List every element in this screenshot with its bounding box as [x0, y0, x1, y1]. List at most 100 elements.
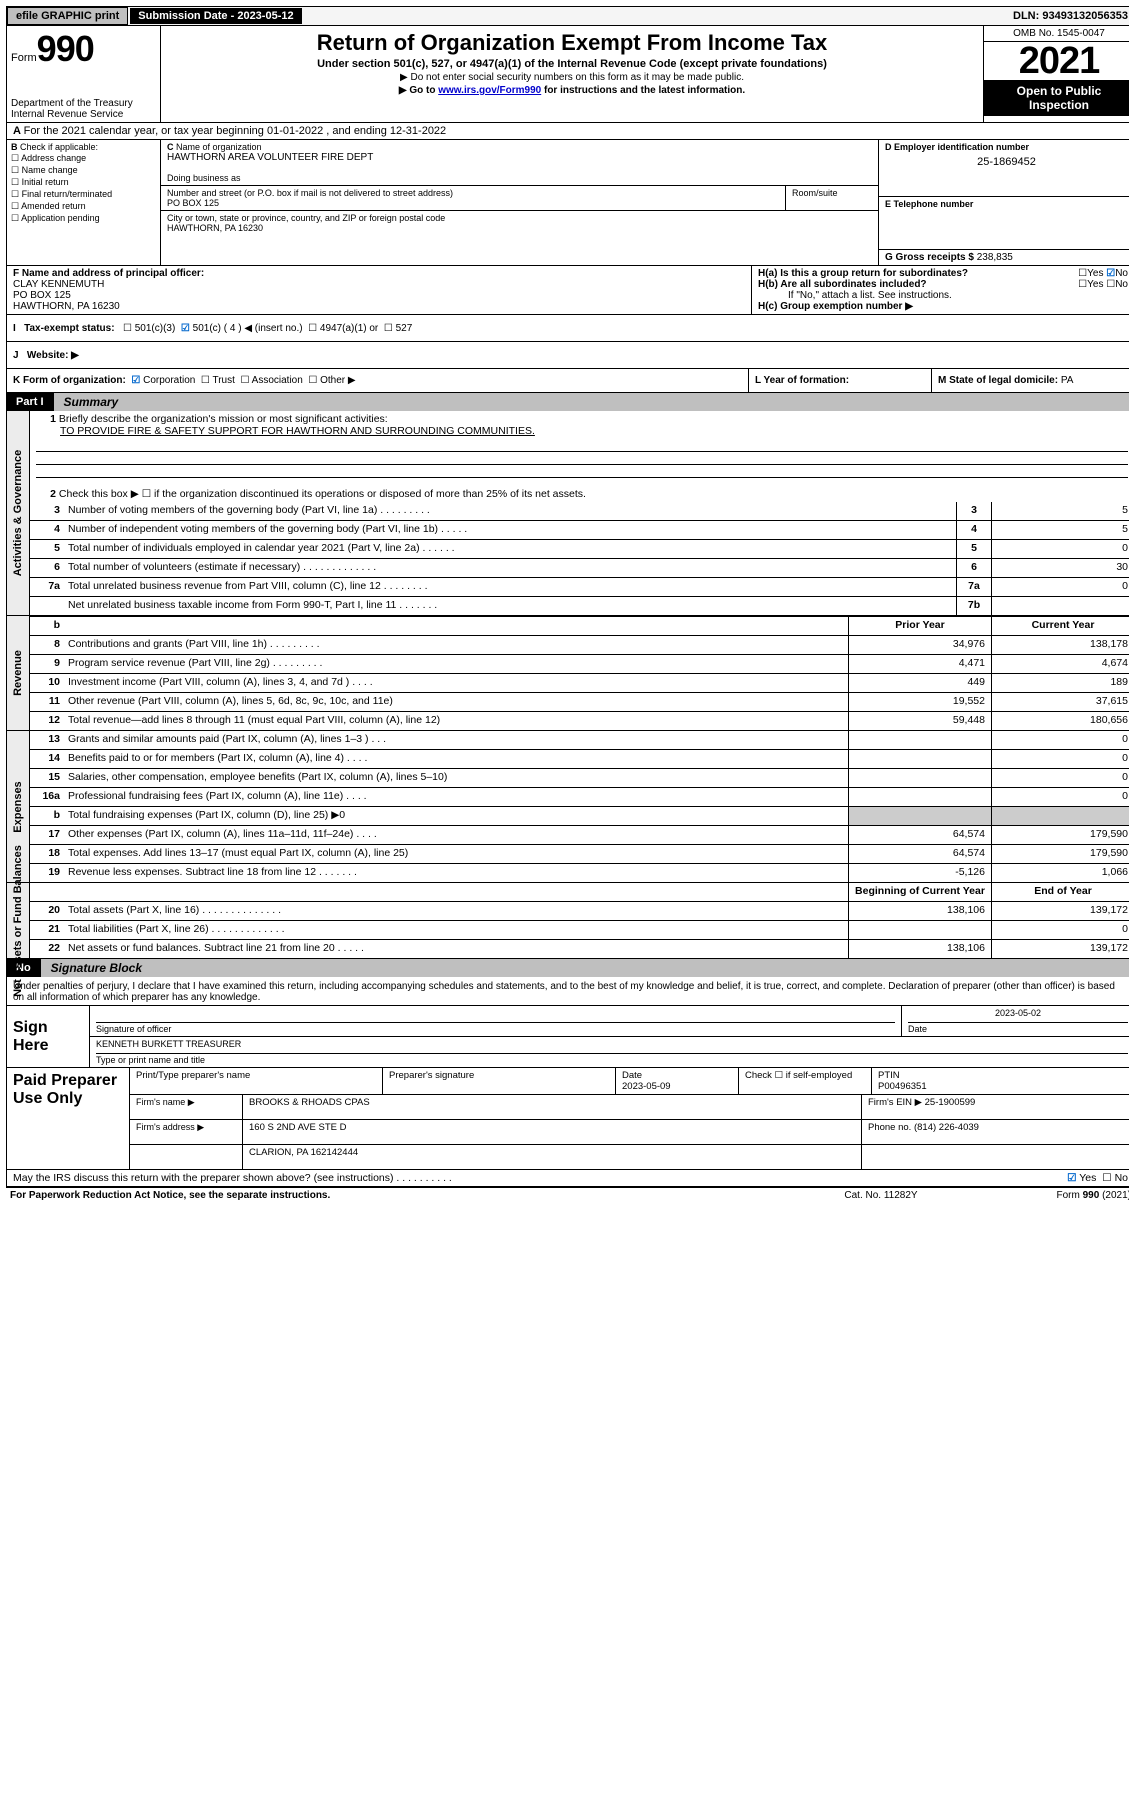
irs-link[interactable]: www.irs.gov/Form990	[438, 85, 541, 96]
header-left: Form990 Department of the Treasury Inter…	[7, 26, 161, 122]
form-title: Return of Organization Exempt From Incom…	[167, 30, 977, 56]
summary-line: bTotal fundraising expenses (Part IX, co…	[30, 807, 1129, 826]
footer-mid: Cat. No. 11282Y	[791, 1190, 971, 1201]
form-header: Form990 Department of the Treasury Inter…	[6, 26, 1129, 123]
ha-label: H(a) Is this a group return for subordin…	[758, 268, 968, 279]
chk-app[interactable]: ☐ Application pending	[11, 213, 156, 224]
summary-line: 4Number of independent voting members of…	[30, 521, 1129, 540]
box-f: F Name and address of principal officer:…	[7, 266, 752, 314]
chk-527[interactable]: ☐ 527	[384, 323, 412, 334]
chk-final[interactable]: ☐ Final return/terminated	[11, 189, 156, 200]
sign-here-label: Sign Here	[7, 1006, 90, 1067]
chk-initial[interactable]: ☐ Initial return	[11, 177, 156, 188]
state-domicile: PA	[1061, 375, 1074, 386]
chk-501c3[interactable]: ☐ 501(c)(3)	[123, 323, 175, 334]
summary-line: 19Revenue less expenses. Subtract line 1…	[30, 864, 1129, 882]
chk-other[interactable]: Other ▶	[320, 375, 355, 386]
summary-line: 8Contributions and grants (Part VIII, li…	[30, 636, 1129, 655]
hb-yes[interactable]: Yes	[1087, 279, 1103, 290]
hdr-prior: Prior Year	[848, 617, 991, 635]
ptin-label: PTIN	[878, 1070, 900, 1081]
rule	[36, 439, 1128, 452]
prep-date-label: Date	[622, 1070, 642, 1081]
top-bar: efile GRAPHIC print Submission Date - 20…	[6, 6, 1129, 26]
box-b-label: Check if applicable:	[20, 142, 98, 152]
vtab-revenue: Revenue	[7, 616, 30, 730]
mayirs-text: May the IRS discuss this return with the…	[13, 1172, 1067, 1184]
dln: DLN: 93493132056353	[1007, 8, 1129, 24]
hdr-curr: Current Year	[991, 617, 1129, 635]
ptin-value: P00496351	[878, 1081, 927, 1092]
ha-no[interactable]: No	[1115, 268, 1128, 279]
dba-label: Doing business as	[167, 173, 241, 183]
box-b: B Check if applicable: ☐ Address change …	[7, 140, 161, 265]
type-name-label: Type or print name and title	[96, 1055, 205, 1065]
summary-line: 3Number of voting members of the governi…	[30, 502, 1129, 521]
header-mid: Return of Organization Exempt From Incom…	[161, 26, 983, 122]
vtab-governance: Activities & Governance	[7, 411, 30, 615]
part2-header: No Signature Block	[6, 959, 1129, 977]
hdr-end: End of Year	[991, 883, 1129, 901]
firm-name-label: Firm's name ▶	[130, 1095, 243, 1119]
hdr-beg: Beginning of Current Year	[848, 883, 991, 901]
chk-assoc[interactable]: Association	[252, 375, 303, 386]
form-no: 990	[37, 28, 94, 69]
vtab-netassets: Net Assets or Fund Balances	[7, 883, 30, 958]
summary-line: 11Other revenue (Part VIII, column (A), …	[30, 693, 1129, 712]
firm-addr: 160 S 2ND AVE STE D	[249, 1122, 347, 1133]
summary-line: 21Total liabilities (Part X, line 26) . …	[30, 921, 1129, 940]
footer-right: Form 990 (2021)	[971, 1190, 1129, 1201]
summary-line: 5Total number of individuals employed in…	[30, 540, 1129, 559]
phone-label: Phone no.	[868, 1122, 914, 1133]
row-a-text: For the 2021 calendar year, or tax year …	[24, 125, 447, 137]
chk-4947[interactable]: ☐ 4947(a)(1) or	[308, 323, 378, 334]
firm-name: BROOKS & RHOADS CPAS	[243, 1095, 862, 1119]
check-self[interactable]: Check ☐ if self-employed	[739, 1068, 872, 1094]
row-fh: F Name and address of principal officer:…	[6, 266, 1129, 315]
mission-text: TO PROVIDE FIRE & SAFETY SUPPORT FOR HAW…	[34, 425, 535, 437]
dept-treasury: Department of the Treasury	[11, 98, 156, 109]
chk-amended[interactable]: ☐ Amended return	[11, 201, 156, 212]
box-k: K Form of organization: ☑ Corporation ☐ …	[7, 369, 749, 392]
summary-line: Net unrelated business taxable income fr…	[30, 597, 1129, 615]
paid-preparer: Paid Preparer Use Only Print/Type prepar…	[6, 1068, 1129, 1170]
declaration: Under penalties of perjury, I declare th…	[6, 977, 1129, 1006]
ha-yes[interactable]: Yes	[1087, 268, 1103, 279]
chk-address[interactable]: ☐ Address change	[11, 153, 156, 164]
chk-501c4[interactable]: ☑ 501(c) ( 4 ) ◀ (insert no.)	[181, 323, 303, 334]
dln-value: 93493132056353	[1042, 10, 1128, 22]
chk-trust[interactable]: Trust	[212, 375, 234, 386]
part1-header: Part I Summary	[6, 393, 1129, 411]
summary-line: 7aTotal unrelated business revenue from …	[30, 578, 1129, 597]
org-name-label: Name of organization	[176, 142, 262, 152]
header-right: OMB No. 1545-0047 2021 Open to Public In…	[983, 26, 1129, 122]
rule	[36, 452, 1128, 465]
summary-line: 10Investment income (Part VIII, column (…	[30, 674, 1129, 693]
box-c-wrapper: C Name of organization HAWTHORN AREA VOL…	[161, 140, 1129, 265]
box-g: G Gross receipts $ 238,835	[879, 250, 1129, 265]
part1-title: Summary	[54, 393, 1129, 411]
sig-date: 2023-05-02	[908, 1008, 1128, 1023]
phone-value: (814) 226-4039	[914, 1122, 979, 1133]
form-prefix: Form	[11, 52, 37, 64]
summary-line: 22Net assets or fund balances. Subtract …	[30, 940, 1129, 958]
section-bcdeg: B Check if applicable: ☐ Address change …	[6, 140, 1129, 266]
summary-line: 16aProfessional fundraising fees (Part I…	[30, 788, 1129, 807]
chk-name[interactable]: ☐ Name change	[11, 165, 156, 176]
line2-text: Check this box ▶ ☐ if the organization d…	[59, 488, 586, 500]
box-c: C Name of organization HAWTHORN AREA VOL…	[161, 140, 879, 265]
mayirs-no[interactable]: No	[1115, 1172, 1128, 1184]
prep-date: 2023-05-09	[622, 1081, 671, 1092]
mayirs-yes[interactable]: Yes	[1079, 1172, 1096, 1184]
efile-button[interactable]: efile GRAPHIC print	[7, 7, 128, 25]
year-formation-label: L Year of formation:	[755, 375, 849, 386]
sub3a: ▶ Go to	[399, 85, 438, 96]
chk-corp[interactable]: Corporation	[143, 375, 195, 386]
summary-line: 13Grants and similar amounts paid (Part …	[30, 731, 1129, 750]
subtitle-2: ▶ Do not enter social security numbers o…	[167, 72, 977, 83]
form-org-label: K Form of organization:	[13, 375, 126, 386]
box-m: M State of legal domicile: PA	[932, 369, 1129, 392]
box-d: D Employer identification number 25-1869…	[879, 140, 1129, 197]
hb-note: If "No," attach a list. See instructions…	[758, 290, 1128, 301]
hb-no[interactable]: No	[1115, 279, 1128, 290]
